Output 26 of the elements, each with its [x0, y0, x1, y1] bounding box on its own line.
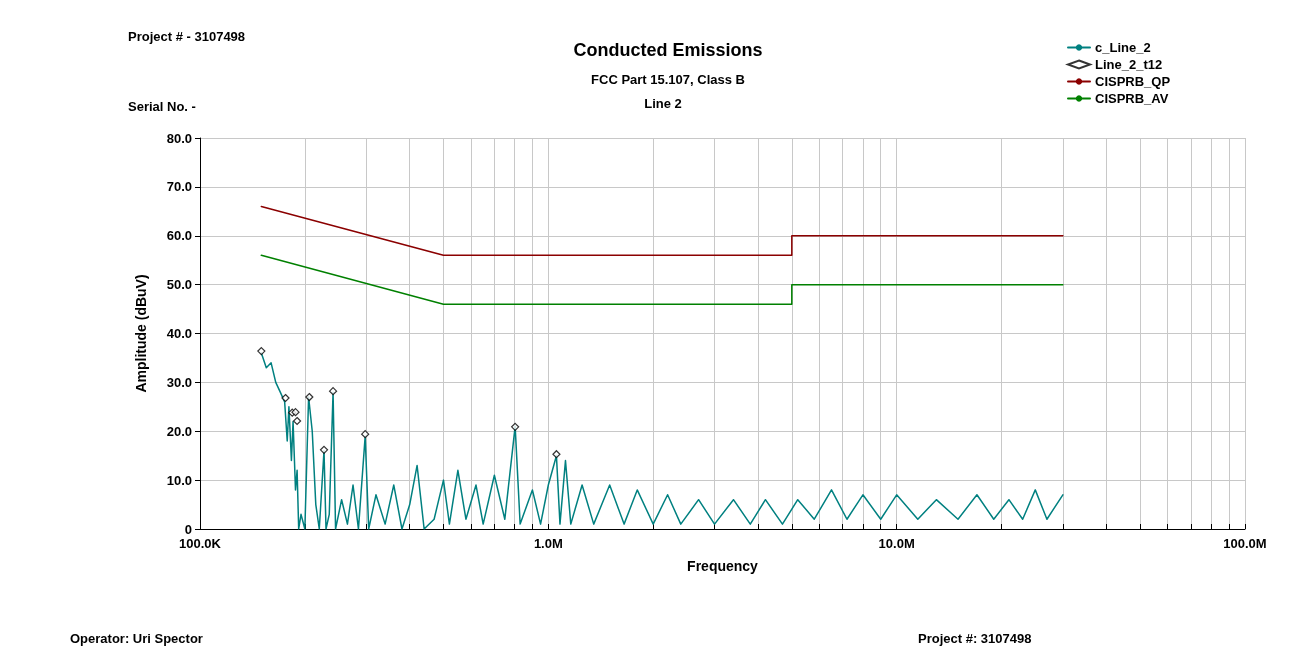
- text: Project #: 3107498: [918, 631, 1032, 646]
- y-tick-label: 70.0: [166, 179, 192, 195]
- y-tick-label: 30.0: [166, 374, 192, 390]
- y-tick-label: 10.0: [166, 472, 192, 488]
- x-tick-label: 100.0M: [1223, 536, 1267, 551]
- x-tick-label: 100.0K: [179, 536, 222, 551]
- y-tick-label: 40.0: [166, 326, 192, 341]
- legend-label: c_Line_2: [1095, 40, 1151, 55]
- y-tick-label: 50.0: [166, 277, 192, 293]
- text: Line 2: [644, 96, 682, 111]
- legend-label: Line_2_t12: [1095, 57, 1163, 72]
- y-tick-label: 0: [184, 521, 192, 537]
- chart-title: Conducted Emissions: [573, 40, 763, 60]
- x-tick-label: 1.0M: [533, 536, 563, 551]
- y-tick-label: 60.0: [166, 228, 192, 244]
- y-axis-title: Amplitude (dBuV): [133, 274, 149, 393]
- legend-label: CISPRB_AV: [1095, 91, 1169, 106]
- x-tick-label: 10.0M: [878, 536, 915, 551]
- y-tick-label: 20.0: [166, 423, 192, 439]
- text: Project # - 3107498: [128, 29, 246, 44]
- legend-label: CISPRB_QP: [1095, 74, 1171, 89]
- x-axis-title: Frequency: [687, 558, 759, 574]
- y-tick-label: 80.0: [166, 130, 192, 146]
- chart-subtitle: FCC Part 15.107, Class B: [591, 72, 745, 87]
- text: Serial No. -: [128, 99, 196, 114]
- text: Operator: Uri Spector: [70, 631, 203, 646]
